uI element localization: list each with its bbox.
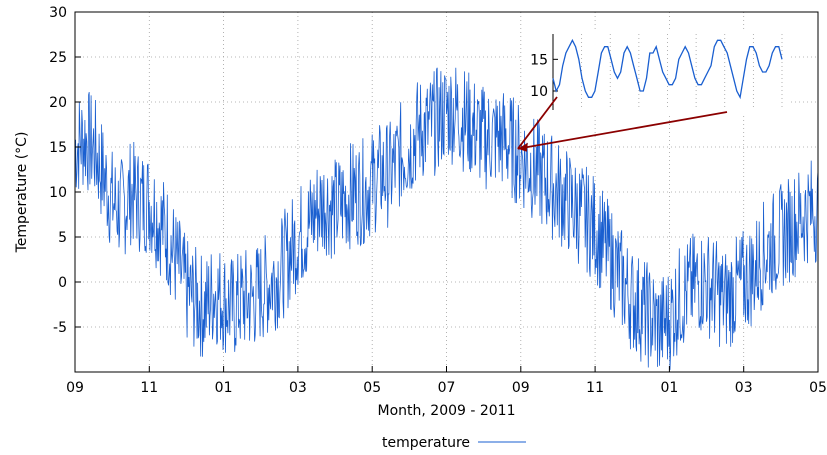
annotation-arrow bbox=[517, 96, 728, 152]
x-tick-label: 05 bbox=[809, 380, 827, 396]
x-tick-label: 09 bbox=[66, 380, 84, 396]
x-axis-label: Month, 2009 - 2011 bbox=[378, 403, 516, 419]
y-tick-label: 5 bbox=[58, 230, 67, 246]
x-tick-label: 03 bbox=[735, 380, 753, 396]
x-tick-label: 01 bbox=[660, 380, 678, 396]
y-tick-label: 15 bbox=[49, 140, 67, 156]
x-tick-label: 07 bbox=[438, 380, 456, 396]
inset-y-tick-label: 10 bbox=[530, 84, 548, 100]
x-tick-label: 11 bbox=[586, 380, 604, 396]
inset-y-tick-label: 15 bbox=[530, 52, 548, 68]
inset-chart: 10 15 bbox=[523, 30, 790, 114]
y-axis-label: Temperature (°C) bbox=[14, 132, 30, 254]
x-tick-label: 09 bbox=[512, 380, 530, 396]
y-tick-label: -5 bbox=[53, 320, 67, 336]
x-tick-label: 03 bbox=[289, 380, 307, 396]
series-layer bbox=[75, 67, 818, 370]
temperature-line bbox=[75, 67, 818, 370]
annotation-line-right bbox=[517, 111, 728, 150]
inset-background bbox=[523, 30, 790, 114]
annotation-arrowhead bbox=[517, 142, 528, 152]
x-tick-label: 01 bbox=[215, 380, 233, 396]
inset-line bbox=[552, 38, 783, 100]
legend: temperature bbox=[382, 435, 526, 451]
y-tick-label: 0 bbox=[58, 275, 67, 291]
y-tick-label: 20 bbox=[49, 95, 67, 111]
x-tick-label: 05 bbox=[363, 380, 381, 396]
y-tick-label: 25 bbox=[49, 50, 67, 66]
x-tick-label: 11 bbox=[140, 380, 158, 396]
y-tick-label: 10 bbox=[49, 185, 67, 201]
annotation-line-left bbox=[517, 96, 558, 150]
y-tick-label: 30 bbox=[49, 5, 67, 21]
legend-label: temperature bbox=[382, 435, 470, 451]
